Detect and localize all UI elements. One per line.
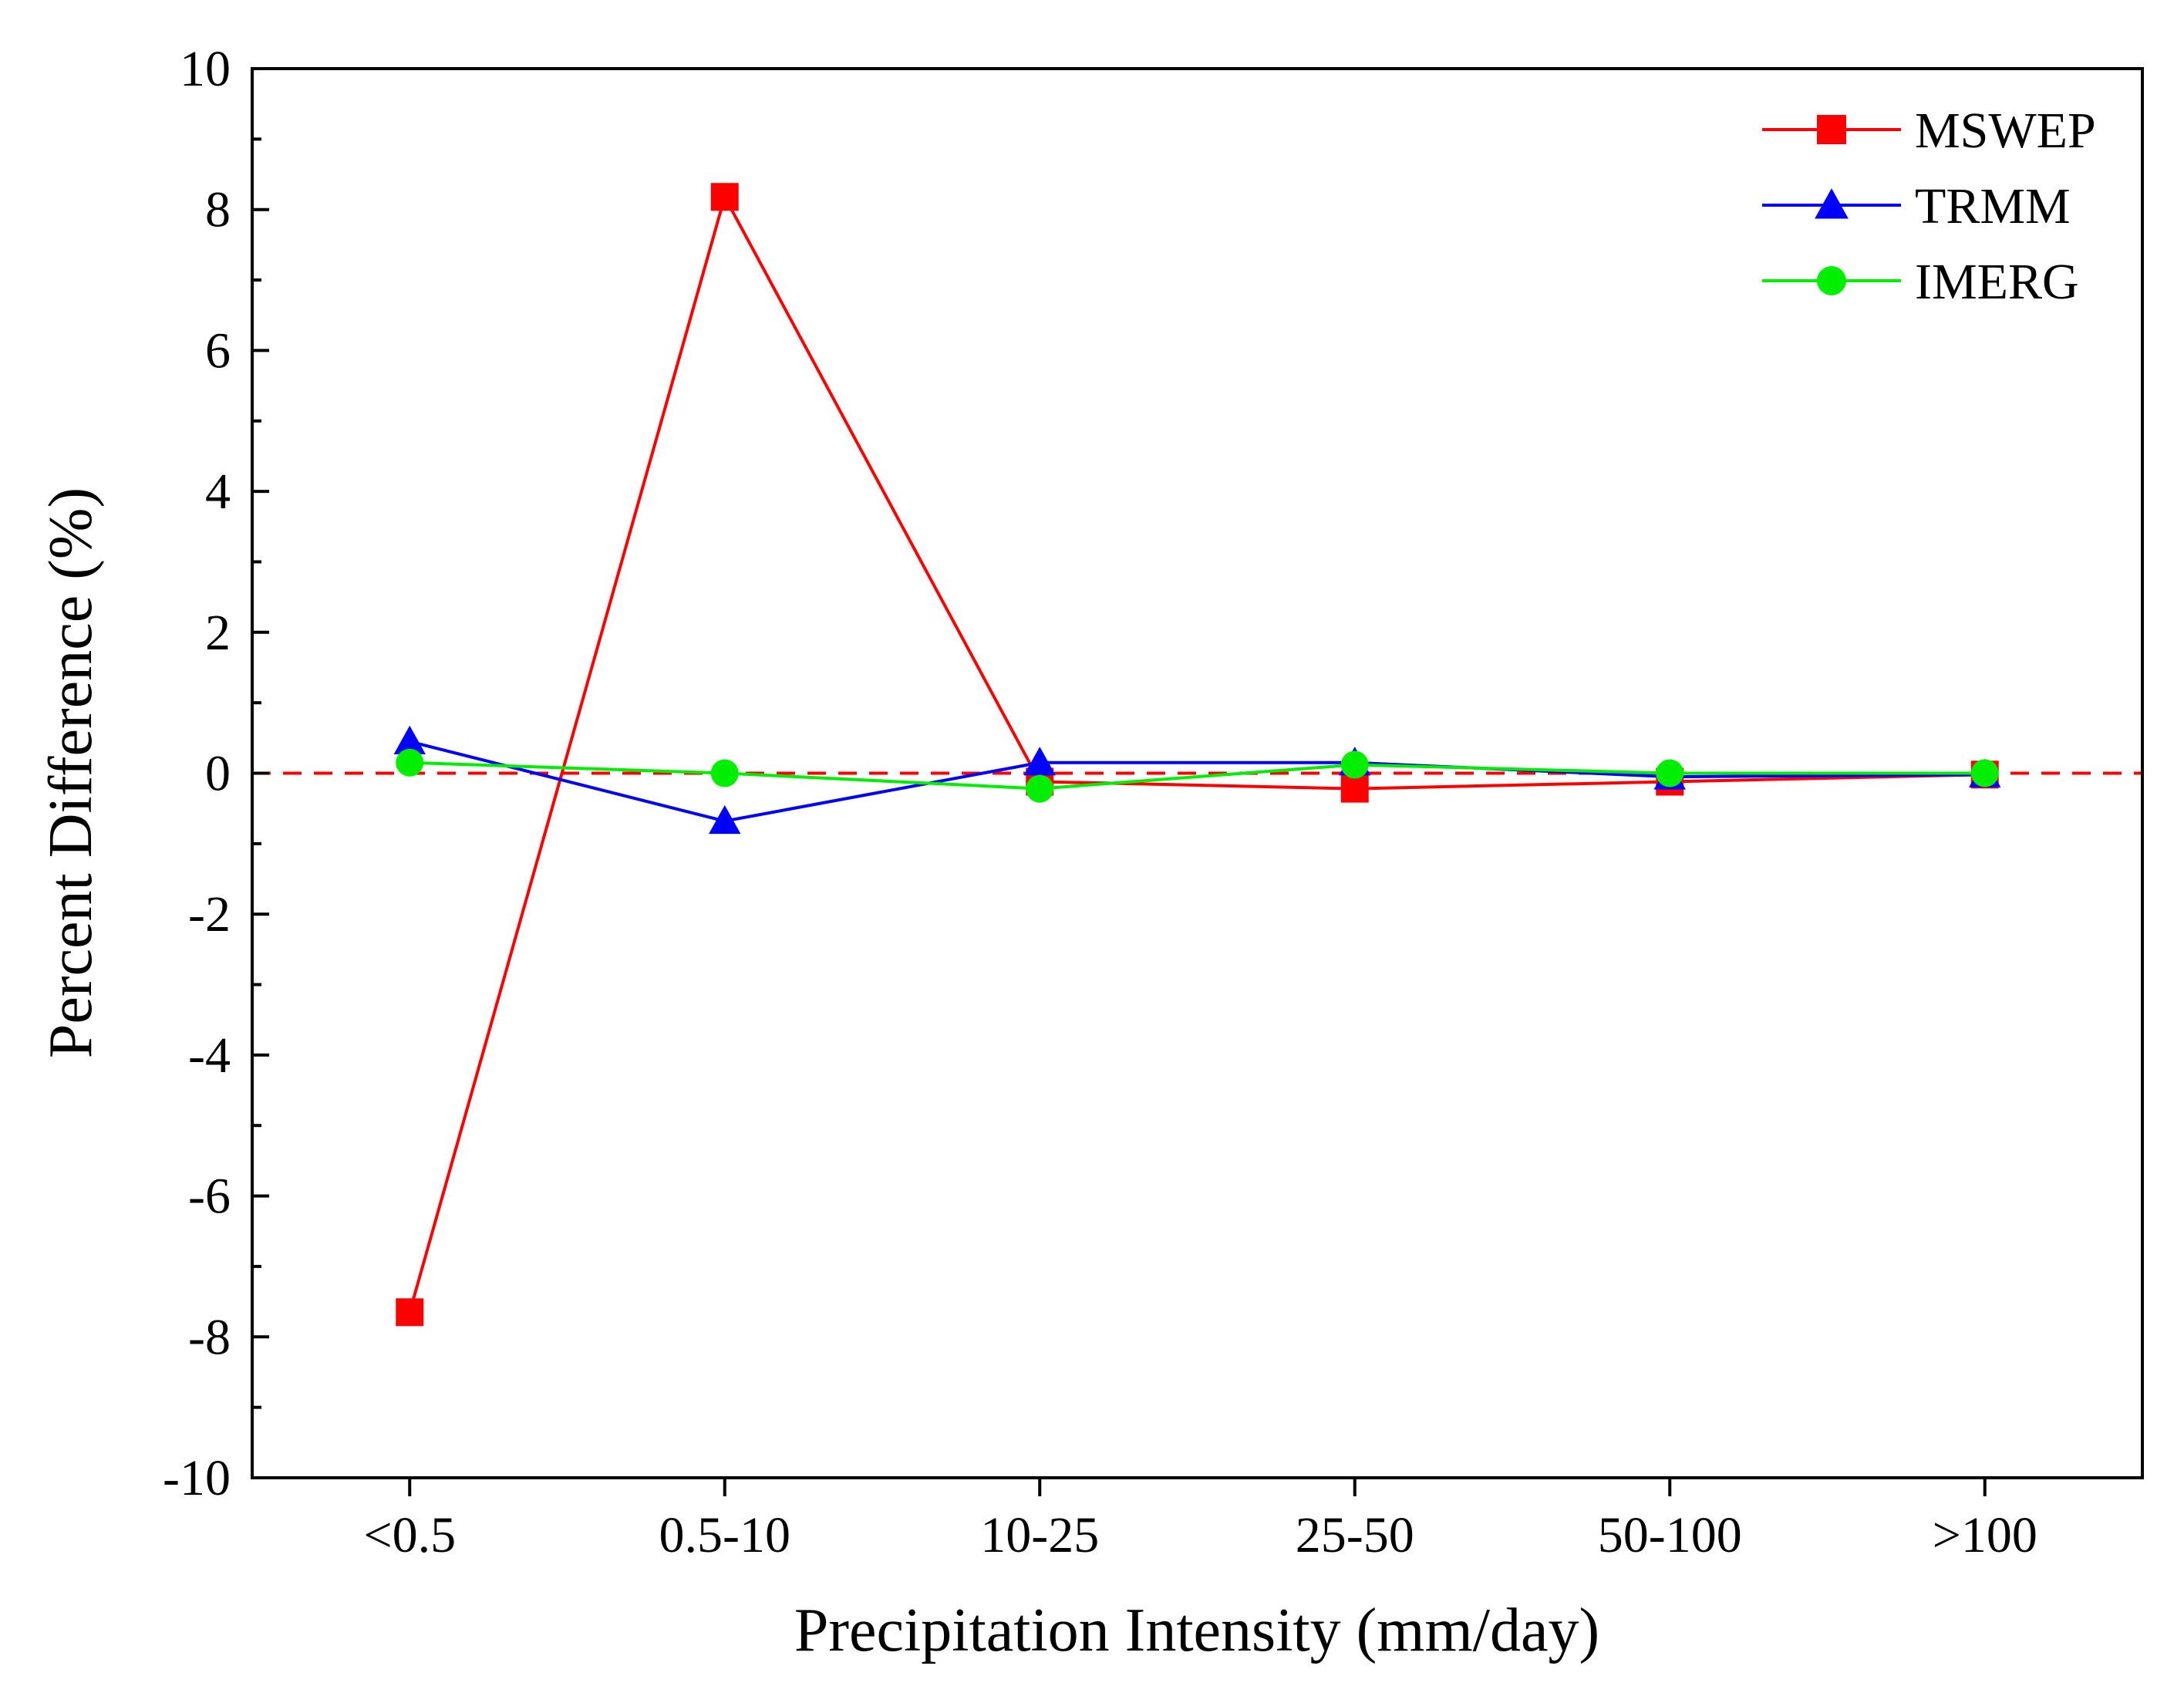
y-axis-title: Percent Difference (%) [37,487,105,1058]
data-point-imerg [1026,774,1054,803]
y-tick-label: -2 [188,886,231,943]
y-tick-label: 0 [205,746,231,802]
series-imerg [396,748,1999,803]
legend-label-mswep: MSWEP [1915,103,2096,159]
legend-item-mswep: MSWEP [1762,103,2096,159]
y-tick-label: 10 [180,41,231,97]
y-tick-label: -6 [188,1168,231,1225]
y-tick-label: -10 [163,1450,231,1506]
x-tick-label: 50-100 [1598,1507,1742,1563]
series-line-imerg [410,760,1985,791]
data-point-imerg [710,759,739,787]
series-line-trmm [409,740,1985,823]
legend-marker-imerg [1817,266,1846,295]
legend-marker-mswep [1817,115,1846,144]
series-line-mswep [408,192,1985,1313]
data-point-imerg [1656,759,1684,787]
y-tick-label: 8 [205,182,231,238]
axis-layer: -10 -8 -6 -4 -2 0 2 4 6 8 10 <0.5 0.5-10 10-25 25-50 50… [163,41,2037,1563]
x-tick-label: 0.5-10 [659,1507,790,1563]
data-point-trmm [393,725,426,754]
data-point-trmm [1023,747,1056,776]
data-point-imerg [396,748,424,777]
y-tick-label: -8 [188,1309,231,1365]
x-axis-title: Precipitation Intensity (mm/day) [794,1597,1599,1664]
x-tick-label: <0.5 [363,1507,456,1563]
data-point-imerg [1970,759,1999,787]
legend-label-imerg: IMERG [1915,254,2079,310]
x-tick-label: 25-50 [1296,1507,1414,1563]
y-tick-label: -4 [188,1027,231,1084]
data-point-imerg [1340,750,1369,779]
data-point-trmm [709,804,741,835]
y-tick-label: 4 [205,464,231,520]
series-layer [393,183,2001,1327]
data-point-mswep [710,183,739,211]
y-tick-label: 2 [205,605,231,661]
series-mswep [396,183,1999,1327]
legend: MSWEP TRMM IMERG [1762,103,2096,310]
data-point-mswep [1340,774,1369,803]
legend-item-trmm: TRMM [1762,178,2071,234]
x-tick-label: >100 [1933,1507,2037,1563]
x-tick-label: 10-25 [980,1507,1099,1563]
legend-marker-trmm [1815,188,1849,219]
legend-label-trmm: TRMM [1915,178,2071,234]
y-tick-label: 6 [205,322,231,379]
data-point-mswep [396,1298,424,1327]
legend-item-imerg: IMERG [1762,254,2079,310]
